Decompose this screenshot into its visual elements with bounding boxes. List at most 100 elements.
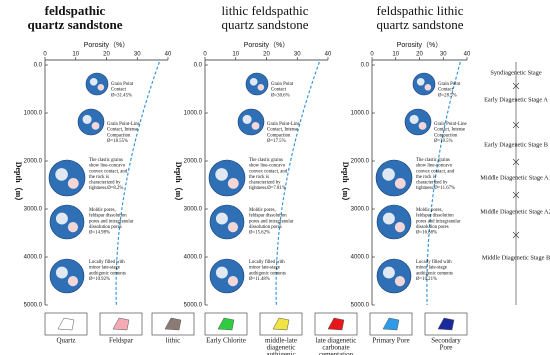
- legend-label: lithic: [166, 337, 180, 345]
- x-tick-label: 0: [203, 52, 207, 58]
- annotation: Contact: [438, 88, 454, 93]
- y-tick-label: 5000.0: [184, 303, 203, 309]
- x-tick-label: 40: [464, 52, 471, 58]
- porosity-curve: [426, 61, 461, 306]
- thin-section: [49, 204, 85, 240]
- x-axis-label: Porosity（%）: [244, 41, 290, 49]
- thin-section: [209, 204, 245, 240]
- x-tick-label: 20: [103, 52, 110, 58]
- annotation: characterized by: [89, 180, 121, 185]
- grain: [394, 276, 406, 287]
- grain: [257, 84, 265, 91]
- thin-section: [375, 159, 413, 197]
- annotation: characterized by: [249, 180, 281, 185]
- grain: [55, 266, 68, 279]
- annotation: tightness.Ø=8.2%: [89, 186, 123, 191]
- annotation: minor late-stage: [416, 266, 447, 271]
- annotation: Grain Point-Line: [107, 122, 140, 127]
- annotation: characterized by: [416, 180, 448, 185]
- grain: [394, 178, 406, 189]
- x-axis-label: Porosity（%）: [84, 41, 130, 49]
- annotation: show line-concavo: [249, 164, 286, 169]
- y-axis-label: Depth（m）: [341, 162, 351, 206]
- y-tick-label: 0.0: [361, 63, 370, 69]
- annotation: feldspar dissolution: [249, 214, 287, 219]
- y-tick-label: 2000.0: [351, 159, 370, 165]
- annotation: Moldic pores,: [89, 208, 116, 213]
- panel-title: quartz sandstone: [221, 17, 308, 32]
- y-tick-label: 2000.0: [24, 159, 43, 165]
- grain: [394, 222, 406, 233]
- x-axis-label: Porosity（%）: [397, 41, 443, 49]
- x-tick-label: 30: [440, 52, 447, 58]
- annotation: dissolution pores: [89, 225, 122, 230]
- y-tick-label: 4000.0: [184, 255, 203, 261]
- legend-label: carbonate: [322, 344, 349, 352]
- grain: [227, 222, 239, 233]
- thin-section: [85, 72, 109, 96]
- annotation: pores and intragranular: [249, 219, 294, 224]
- y-tick-label: 5000.0: [24, 303, 43, 309]
- annotation: authigenic cements: [89, 271, 126, 276]
- thin-section: [237, 108, 265, 136]
- annotation: Ø=10.92%: [89, 277, 110, 282]
- annotation: Ø=11.48%: [249, 277, 270, 282]
- panel-title: feldspathic lithic: [376, 3, 463, 18]
- annotation: feldspar dissolution: [416, 214, 454, 219]
- annotation: Ø=19.5%: [434, 139, 453, 144]
- y-tick-label: 3000.0: [24, 207, 43, 213]
- legend-label: Secondary: [431, 337, 461, 345]
- annotation: The clastic grains: [416, 158, 450, 163]
- annotation: the rock is: [416, 175, 436, 180]
- thin-section: [77, 108, 105, 136]
- thin-section: [49, 258, 85, 294]
- y-tick-label: 3000.0: [351, 207, 370, 213]
- annotation: convex contact, and: [249, 169, 288, 174]
- stage-label: Middle Diagenetic Stage A2: [480, 208, 550, 215]
- grain: [227, 276, 239, 287]
- annotation: pores and intragranular: [89, 219, 134, 224]
- annotation: Ø=16.68%: [416, 230, 437, 235]
- annotation: Contact: [271, 88, 287, 93]
- y-tick-label: 2000.0: [184, 159, 203, 165]
- grain: [67, 178, 79, 189]
- legend-label: Quartz: [56, 337, 75, 345]
- grain: [91, 122, 100, 130]
- stage-label: Middle Diagenetic Stage A1: [480, 174, 550, 181]
- legend-swatch: [164, 317, 182, 331]
- stage-boundary: [512, 158, 520, 166]
- annotation: Locally filled with: [89, 260, 125, 265]
- legend-label: middle-late: [265, 337, 297, 345]
- x-tick-label: 10: [392, 52, 399, 58]
- x-tick-label: 0: [43, 52, 47, 58]
- annotation: Grain Point: [438, 82, 461, 87]
- legend-swatch: [217, 317, 235, 331]
- porosity-curve: [115, 61, 160, 306]
- legend-swatch: [437, 317, 455, 331]
- stage-label: Syndiagenetic Stage: [490, 69, 541, 76]
- annotation: The clastic grains: [89, 158, 123, 163]
- y-tick-label: 1000.0: [351, 111, 370, 117]
- y-tick-label: 4000.0: [351, 255, 370, 261]
- grain: [97, 84, 105, 91]
- annotation: dissolution pores: [416, 225, 449, 230]
- annotation: Ø=30.6%: [271, 93, 290, 98]
- legend-swatch: [382, 317, 400, 331]
- stage-label: Early Diagenetic Stage B: [484, 141, 548, 148]
- annotation: Compaction: [267, 133, 291, 138]
- grain: [251, 122, 260, 130]
- y-tick-label: 5000.0: [351, 303, 370, 309]
- thin-section: [209, 258, 245, 294]
- annotation: Locally filled with: [249, 260, 285, 265]
- annotation: Compaction: [107, 133, 131, 138]
- annotation: minor late-stage: [89, 266, 120, 271]
- annotation: Ø=17.5%: [267, 139, 286, 144]
- annotation: pores and intragranular: [416, 219, 461, 224]
- annotation: tightness.Ø=7.81%: [249, 186, 286, 191]
- legend-label: late diagenetic: [316, 337, 357, 345]
- panel-title: lithic feldspathic: [221, 3, 308, 18]
- annotation: Grain Point: [271, 82, 294, 87]
- stage-boundary: [512, 121, 520, 129]
- annotation: show line-concavo: [416, 164, 453, 169]
